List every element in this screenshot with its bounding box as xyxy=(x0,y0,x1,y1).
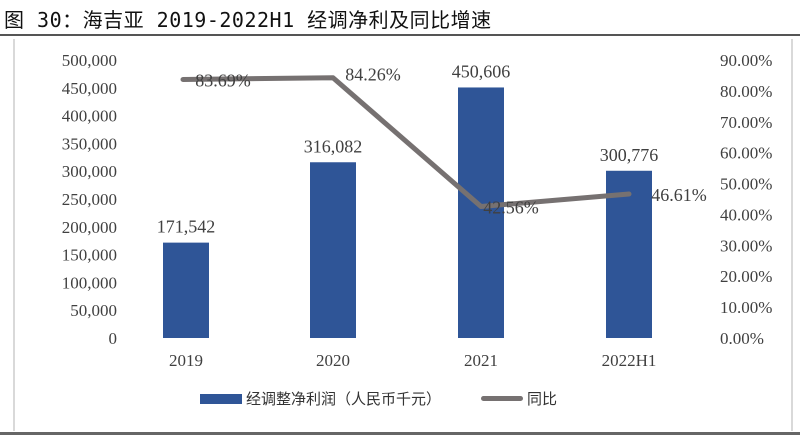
left-tick-label: 400,000 xyxy=(62,107,117,126)
line-data-label: 46.61% xyxy=(651,185,707,205)
bar-2020 xyxy=(310,162,356,338)
x-tick-label: 2020 xyxy=(316,351,350,370)
yoy-line xyxy=(180,75,632,210)
bar-2019 xyxy=(163,242,209,338)
x-tick-label: 2019 xyxy=(169,351,203,370)
legend-line-swatch xyxy=(481,396,524,401)
left-tick-label: 50,000 xyxy=(70,301,117,320)
bar-2022H1 xyxy=(606,170,652,338)
left-tick-label: 150,000 xyxy=(62,246,117,265)
left-tick-label: 250,000 xyxy=(62,190,117,209)
left-tick-label: 300,000 xyxy=(62,162,117,181)
right-tick-label: 30.00% xyxy=(720,236,772,255)
bar-data-label: 300,776 xyxy=(600,145,659,165)
line-data-label: 84.26% xyxy=(345,65,401,85)
bar-2021 xyxy=(458,87,504,338)
legend-line-label: 同比 xyxy=(527,390,558,408)
legend-bar-swatch xyxy=(200,393,242,404)
right-tick-label: 60.00% xyxy=(720,144,772,163)
right-tick-label: 70.00% xyxy=(720,113,772,132)
right-tick-label: 20.00% xyxy=(720,267,772,286)
left-tick-label: 0 xyxy=(109,329,118,348)
right-tick-label: 40.00% xyxy=(720,205,772,224)
bar-data-label: 450,606 xyxy=(452,61,511,81)
bar-data-label: 171,542 xyxy=(157,217,216,237)
chart-frame xyxy=(13,39,793,431)
bottom-divider xyxy=(0,432,800,435)
line-data-label: 83.69% xyxy=(195,70,251,90)
legend-bar-label: 经调整净利润（人民币千元） xyxy=(246,390,442,408)
x-tick-label: 2021 xyxy=(464,351,498,370)
right-tick-label: 0.00% xyxy=(720,329,764,348)
x-tick-label: 2022H1 xyxy=(602,351,657,370)
left-tick-label: 500,000 xyxy=(62,51,117,70)
left-tick-label: 100,000 xyxy=(62,273,117,292)
left-tick-label: 200,000 xyxy=(62,218,117,237)
line-data-label: 42.56% xyxy=(483,198,539,218)
right-tick-label: 80.00% xyxy=(720,82,772,101)
legend: 经调整净利润（人民币千元） 同比 xyxy=(200,388,557,409)
right-tick-label: 90.00% xyxy=(720,51,772,70)
title-divider xyxy=(0,34,800,36)
right-tick-label: 10.00% xyxy=(720,298,772,317)
left-tick-label: 450,000 xyxy=(62,79,117,98)
bar-data-label: 316,082 xyxy=(304,136,363,156)
figure-title: 图 30：海吉亚 2019-2022H1 经调净利及同比增速 xyxy=(4,8,492,32)
right-tick-label: 50.00% xyxy=(720,175,772,194)
left-tick-label: 350,000 xyxy=(62,134,117,153)
